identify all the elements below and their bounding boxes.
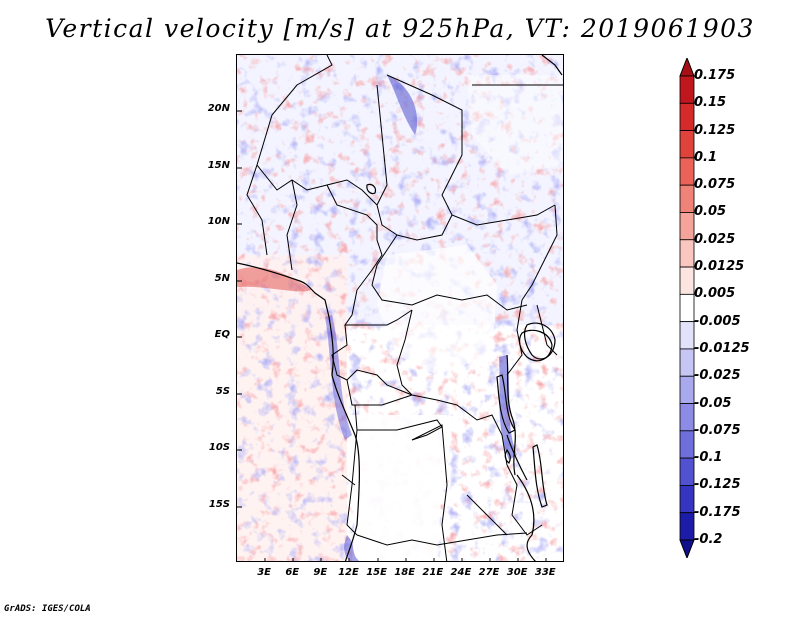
lon-tick-label: 30E	[506, 567, 528, 578]
colorbar-swatch	[679, 157, 695, 186]
lon-tick-label: 6E	[285, 567, 300, 578]
colorbar-tick-label: 0.075	[694, 177, 736, 193]
lon-tick-label: 15E	[366, 567, 387, 578]
coastlines	[237, 55, 563, 561]
colorbar-swatch	[679, 375, 695, 404]
colorbar-swatch	[679, 321, 695, 350]
colorbar-swatch	[679, 266, 695, 295]
colorbar-swatch	[679, 184, 695, 213]
lon-tick-label: 12E	[338, 567, 359, 578]
lon-tick-label: 24E	[450, 567, 472, 578]
colorbar-swatch	[679, 293, 695, 323]
frame-ticks	[237, 110, 547, 561]
lake-mweru	[504, 448, 511, 464]
downdraft-band-coast	[325, 315, 352, 440]
calm-region-northeast	[467, 75, 562, 175]
lake-chad	[366, 183, 377, 195]
colorbar-tick-label: -0.2	[694, 532, 723, 547]
colorbar-swatch	[679, 75, 695, 104]
lat-tick-label: 15N	[207, 159, 230, 171]
calm-region-basin	[377, 245, 497, 375]
colorbar-tick-label: 0.15	[694, 95, 727, 111]
colorbar-tick-label: -0.1	[694, 450, 723, 466]
lat-tick-label: 5N	[214, 272, 230, 284]
lat-tick-label: 5S	[215, 385, 230, 397]
downdraft-cell-north	[387, 75, 418, 135]
colorbar-tick-label: -0.175	[694, 504, 741, 520]
updraft-band-coast	[237, 267, 312, 292]
colorbar-tick-label: 0.005	[694, 286, 736, 302]
lon-tick-label: 27E	[478, 567, 500, 578]
lat-tick-label: 10S	[208, 442, 230, 454]
colorbar-tick-label: -0.05	[694, 395, 732, 411]
lakes	[366, 183, 553, 508]
colorbar-swatch	[679, 348, 695, 377]
colorbar	[679, 58, 695, 558]
colorbar-tick-label: -0.075	[694, 422, 741, 438]
colorbar-tick-label: 0.1	[694, 149, 718, 165]
colorbar-swatch	[679, 212, 695, 241]
lake-victoria	[518, 329, 553, 362]
map-panel	[236, 54, 564, 562]
lat-tick-label: 15S	[208, 498, 230, 510]
colorbar-tick-label: -0.005	[694, 313, 741, 329]
grads-credit: GrADS: IGES/COLA	[4, 604, 91, 614]
lon-tick-label: 3E	[257, 567, 271, 578]
map-title: Vertical velocity [m/s] at 925hPa, VT: 2…	[45, 14, 755, 43]
colorbar-tick-label: -0.125	[694, 477, 741, 493]
lake-malawi	[532, 444, 548, 508]
colorbar-swatch	[679, 512, 695, 541]
colorbar-cap-top	[679, 58, 695, 77]
country-borders	[246, 55, 563, 561]
colorbar-swatch	[679, 239, 695, 268]
colorbar-tick-label: 0.0125	[694, 259, 745, 275]
colorbar-tick-label: -0.025	[694, 368, 741, 384]
calm-region-south	[347, 415, 452, 561]
colorbar-swatch	[679, 430, 695, 459]
colorbar-swatch	[679, 457, 695, 486]
lon-tick-label: 18E	[394, 567, 416, 578]
velocity-field	[237, 55, 563, 561]
lat-tick-label: 10N	[207, 216, 230, 228]
colorbar-tick-label: 0.175	[694, 68, 736, 83]
colorbar-tick-label: -0.0125	[694, 340, 750, 356]
lon-tick-label: 9E	[313, 567, 328, 578]
colorbar-swatch	[679, 130, 695, 159]
lon-tick-label: 21E	[422, 567, 444, 578]
colorbar-tick-label: 0.05	[694, 204, 727, 220]
colorbar-swatch	[679, 403, 695, 432]
lat-tick-label: EQ	[214, 329, 230, 341]
colorbar-tick-label: 0.125	[694, 122, 736, 138]
lat-tick-label: 20N	[207, 103, 230, 115]
colorbar-cap-bottom	[679, 539, 695, 558]
lon-tick-label: 33E	[534, 567, 556, 578]
lake-tanganyika	[496, 374, 516, 434]
colorbar-swatch	[679, 485, 695, 514]
colorbar-tick-label: 0.025	[694, 231, 736, 247]
colorbar-swatch	[679, 102, 695, 131]
